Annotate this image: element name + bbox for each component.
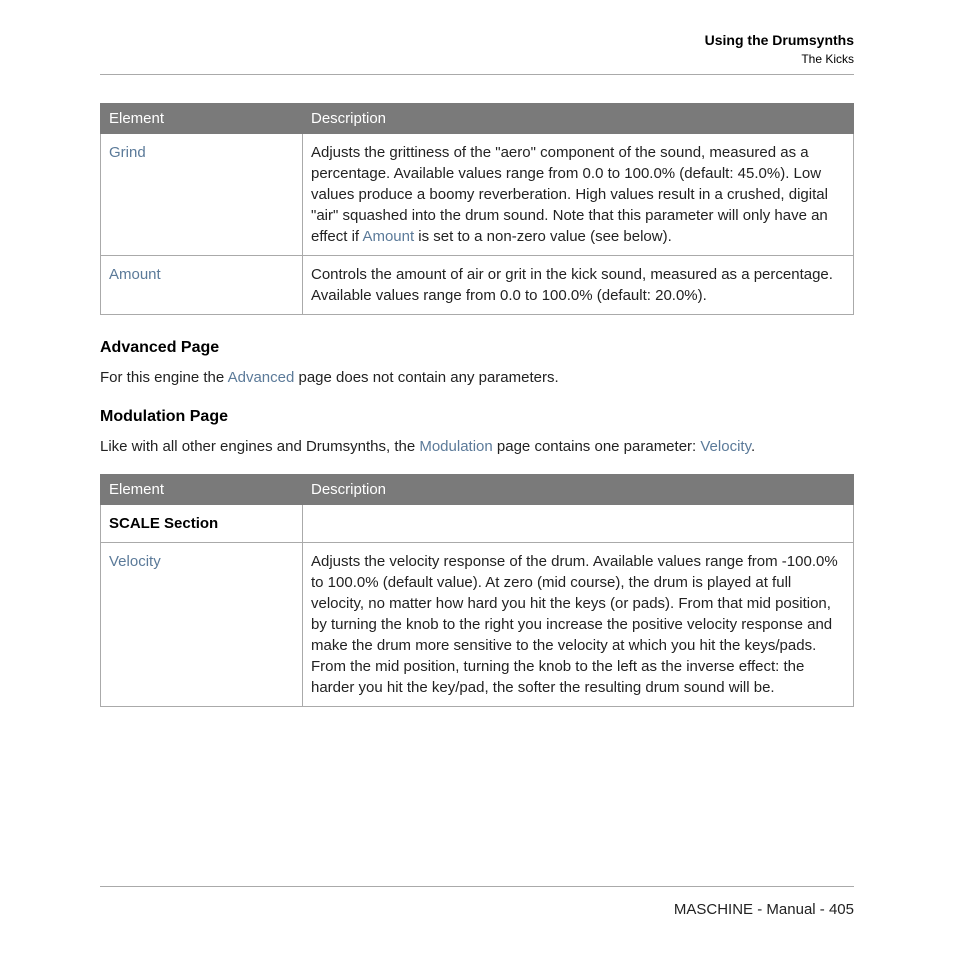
param-amount-desc: Controls the amount of air or grit in th… — [303, 256, 854, 315]
table-row: SCALE Section — [101, 505, 854, 543]
modulation-link: Modulation — [419, 438, 492, 455]
scale-section-label: SCALE Section — [101, 505, 303, 543]
footer-text: MASCHINE - Manual - 405 — [100, 901, 854, 918]
param-amount: Amount — [101, 256, 303, 315]
scale-section-desc — [303, 505, 854, 543]
table1-header-description: Description — [303, 104, 854, 134]
page-header: Using the Drumsynths The Kicks — [100, 32, 854, 66]
table2-header-description: Description — [303, 475, 854, 505]
table2-header-element: Element — [101, 475, 303, 505]
header-rule — [100, 74, 854, 75]
parameters-table-2: Element Description SCALE Section Veloci… — [100, 474, 854, 707]
param-velocity-desc: Adjusts the velocity response of the dru… — [303, 543, 854, 707]
param-grind: Grind — [101, 134, 303, 256]
footer-rule — [100, 886, 854, 887]
param-grind-desc: Adjusts the grittiness of the "aero" com… — [303, 134, 854, 256]
advanced-page-text: For this engine the Advanced page does n… — [100, 367, 854, 390]
table-row: Amount Controls the amount of air or gri… — [101, 256, 854, 315]
modulation-page-text: Like with all other engines and Drumsynt… — [100, 436, 854, 459]
velocity-link: Velocity — [700, 438, 751, 455]
header-subtitle: The Kicks — [100, 52, 854, 66]
modulation-page-heading: Modulation Page — [100, 408, 854, 426]
page-content: Using the Drumsynths The Kicks Element D… — [0, 0, 954, 707]
parameters-table-1: Element Description Grind Adjusts the gr… — [100, 103, 854, 315]
advanced-link: Advanced — [228, 369, 295, 386]
table1-header-element: Element — [101, 104, 303, 134]
header-title: Using the Drumsynths — [100, 32, 854, 48]
page-footer: MASCHINE - Manual - 405 — [100, 886, 854, 918]
table-row: Grind Adjusts the grittiness of the "aer… — [101, 134, 854, 256]
table-row: Velocity Adjusts the velocity response o… — [101, 543, 854, 707]
param-velocity: Velocity — [101, 543, 303, 707]
amount-link: Amount — [362, 228, 414, 245]
advanced-page-heading: Advanced Page — [100, 339, 854, 357]
